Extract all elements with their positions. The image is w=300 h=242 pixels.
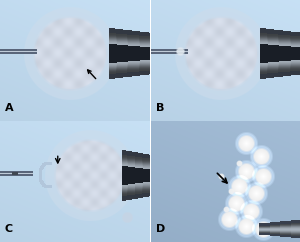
Text: A: A	[5, 103, 14, 113]
Text: B: B	[156, 103, 164, 113]
Text: D: D	[156, 224, 165, 234]
Text: C: C	[5, 224, 13, 234]
